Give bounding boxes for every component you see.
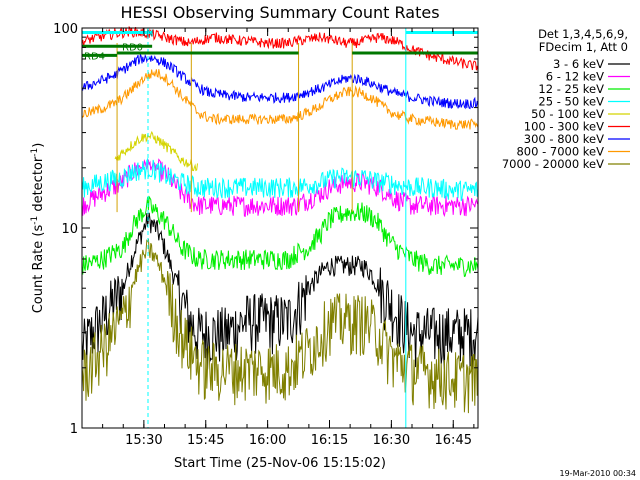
y-axis-label: Count Rate (s-1 detector-1) [30,143,46,314]
ticks-layer: 15:30 15:45 16:00 16:15 16:30 16:45 1 10 100 [53,22,478,448]
flag-label-rd4: RD4 [84,51,105,62]
x-tick-label-15-30: 15:30 [125,433,162,448]
flag-label-n: N [146,28,153,39]
legend-label-7000-20000-kev: 7000 - 20000 keV [502,157,604,171]
y-tick-label-10: 10 [61,222,78,237]
timestamp: 19-Mar-2010 00:34 [560,469,637,478]
y-tick-label-1: 1 [70,422,78,437]
x-tick-label-16-30: 16:30 [373,433,410,448]
x-tick-label-16-00: 16:00 [249,433,286,448]
x-tick-label-16-15: 16:15 [311,433,348,448]
legend-label-6-12-kev: 6 - 12 keV [546,70,604,84]
legend-label-800-7000-kev: 800 - 7000 keV [516,145,604,159]
x-tick-label-16-45: 16:45 [435,433,472,448]
legend-label-25-50-kev: 25 - 50 keV [538,95,604,109]
legend-label-300-800-kev: 300 - 800 keV [524,132,604,146]
series-50-100-kev [114,130,198,172]
legend-label-100-300-kev: 100 - 300 keV [524,120,604,134]
x-tick-label-15-45: 15:45 [187,433,224,448]
chart-title: HESSI Observing Summary Count Rates [120,3,439,22]
x-axis-label: Start Time (25-Nov-06 15:15:02) [174,456,386,471]
series-800-7000-kev [81,69,479,130]
series-layer [81,25,479,414]
legend: Det 1,3,4,5,6,9, FDecim 1, Att 0 3 - 6 k… [502,27,630,171]
legend-header-line-1: Det 1,3,4,5,6,9, [538,27,628,41]
legend-label-3-6-kev: 3 - 6 keV [553,57,604,71]
series-300-800-kev [81,54,479,110]
y-tick-label-100: 100 [53,22,78,37]
flag-label-rd0: RD0 [122,42,143,53]
legend-label-50-100-kev: 50 - 100 keV [531,107,604,121]
series-3-6-kev [81,212,479,370]
series-25-50-kev [81,157,479,202]
legend-header-line-2: FDecim 1, Att 0 [539,40,628,54]
legend-label-12-25-kev: 12 - 25 keV [538,82,604,96]
